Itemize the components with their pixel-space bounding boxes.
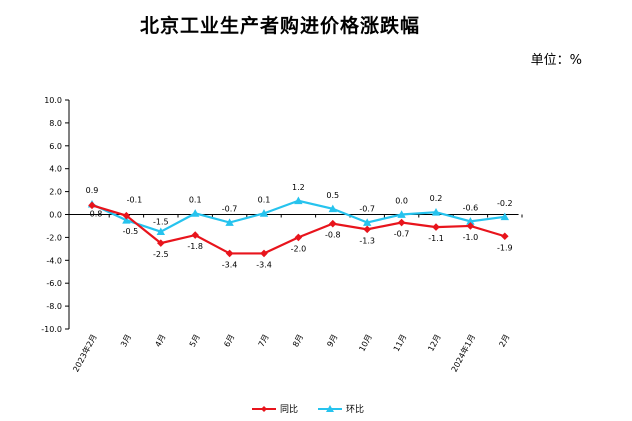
tongbi-point <box>191 231 199 239</box>
tongbi-data-label: -0.1 <box>127 196 143 205</box>
tongbi-data-label: 0.8 <box>90 209 103 218</box>
tongbi-point <box>501 232 509 241</box>
unit-label: 单位：% <box>530 53 582 68</box>
x-tick-label: 3月 <box>119 333 133 349</box>
x-tick-label: 2024年1月 <box>449 332 477 373</box>
huanbi-data-label: -0.6 <box>463 203 479 212</box>
y-tick-label: -2.0 <box>46 233 62 242</box>
huanbi-point <box>122 216 131 224</box>
huanbi-data-label: -0.7 <box>359 205 375 214</box>
y-tick-label: -10.0 <box>41 325 62 334</box>
legend-huanbi-label: 环比 <box>346 403 364 415</box>
huanbi-point <box>225 218 234 226</box>
x-tick-label: 5月 <box>188 333 202 349</box>
tongbi-point <box>260 249 268 258</box>
x-tick-label: 11月 <box>392 333 408 353</box>
x-tick-label: 6月 <box>222 333 236 349</box>
huanbi-point <box>397 210 406 218</box>
huanbi-point <box>259 209 269 217</box>
tongbi-data-label: -1.8 <box>187 242 203 251</box>
tongbi-data-label: -2.5 <box>153 250 169 259</box>
huanbi-data-label: 0.2 <box>430 194 443 203</box>
huanbi-point <box>363 218 372 226</box>
tongbi-data-label: -2.0 <box>291 244 307 253</box>
tongbi-data-label: -1.9 <box>497 243 513 252</box>
tongbi-point <box>157 239 165 247</box>
tongbi-point <box>88 201 96 210</box>
huanbi-data-label: 0.9 <box>86 186 99 195</box>
huanbi-data-label: -0.7 <box>222 205 238 214</box>
tongbi-point <box>294 233 303 242</box>
huanbi-data-label: 0.1 <box>189 195 202 204</box>
y-tick-label: 6.0 <box>49 142 62 151</box>
huanbi-point <box>431 208 441 216</box>
huanbi-data-label: -0.2 <box>497 199 513 208</box>
huanbi-data-label: 0.0 <box>395 197 408 206</box>
x-tick-label: 4月 <box>153 333 167 349</box>
tongbi-data-label: -1.3 <box>359 236 375 245</box>
x-tick-label: 9月 <box>325 333 339 349</box>
huanbi-data-label: -1.5 <box>153 218 169 227</box>
x-tick-label: 2月 <box>497 333 511 349</box>
tongbi-data-label: -3.4 <box>256 260 272 269</box>
tongbi-point <box>397 218 406 227</box>
x-tick-label: 8月 <box>291 333 305 349</box>
tongbi-data-label: -0.8 <box>325 231 341 240</box>
huanbi-point <box>500 212 509 221</box>
y-tick-label: -8.0 <box>46 302 62 311</box>
y-tick-label: -6.0 <box>46 279 62 288</box>
huanbi-point <box>294 196 303 205</box>
tongbi-data-label: -0.7 <box>394 230 410 239</box>
tongbi-data-label: -1.0 <box>463 233 479 242</box>
huanbi-data-label: -0.5 <box>123 227 139 236</box>
y-tick-label: 8.0 <box>49 119 62 128</box>
x-tick-label: 2023年2月 <box>70 332 98 373</box>
x-tick-label: 10月 <box>357 333 373 353</box>
tongbi-data-label: -1.1 <box>428 234 444 243</box>
y-tick-label: 10.0 <box>44 96 62 105</box>
huanbi-point <box>328 204 337 213</box>
huanbi-data-label: 0.1 <box>258 195 271 204</box>
huanbi-point <box>191 209 200 217</box>
y-tick-label: -4.0 <box>46 256 62 265</box>
legend-tongbi-marker <box>261 406 267 412</box>
tongbi-point <box>432 223 440 231</box>
huanbi-point <box>466 217 475 225</box>
legend-tongbi-label: 同比 <box>280 403 298 415</box>
tongbi-point <box>122 211 131 220</box>
tongbi-point <box>363 225 371 234</box>
tongbi-data-label: -3.4 <box>222 260 238 269</box>
huanbi-data-label: 1.2 <box>292 183 305 192</box>
legend-huanbi-marker <box>326 405 334 412</box>
tongbi-point <box>466 222 475 230</box>
huanbi-point <box>156 227 165 236</box>
y-tick-label: 4.0 <box>49 165 62 174</box>
y-tick-label: 2.0 <box>49 188 62 197</box>
y-tick-label: 0.0 <box>49 211 62 220</box>
tongbi-point <box>225 249 234 258</box>
x-tick-label: 7月 <box>257 333 271 349</box>
huanbi-data-label: 0.5 <box>326 191 339 200</box>
tongbi-point <box>329 219 337 228</box>
x-tick-label: 12月 <box>426 333 442 353</box>
chart-title: 北京工业生产者购进价格涨跌幅 <box>139 15 420 37</box>
